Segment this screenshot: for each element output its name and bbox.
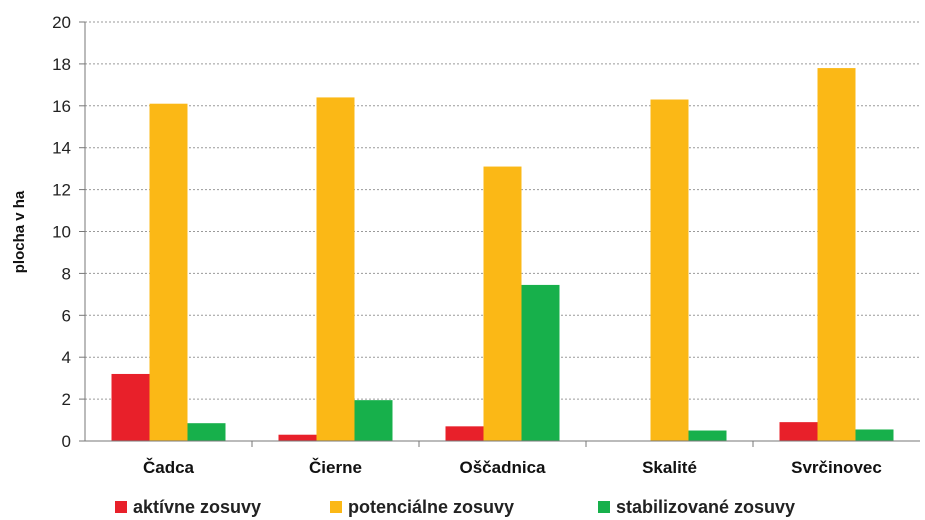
legend: aktívne zosuvy potenciálne zosuvy stabiliz… [115,497,795,517]
bar-aktívne [779,422,818,441]
bar-stabilizované [354,400,393,441]
y-tick-label: 8 [62,264,71,283]
bar-potenciálne [650,99,689,441]
bar-potenciálne [817,68,856,441]
legend-swatch [330,501,342,513]
legend-label: stabilizované zosuvy [616,497,795,517]
x-category-label: Čadca [143,458,195,477]
y-tick-label: 10 [52,223,71,242]
y-tick-label: 6 [62,306,71,325]
bar-potenciálne [483,166,522,441]
bar-stabilizované [688,430,727,441]
y-axis-label: plocha v ha [11,190,28,273]
bar-stabilizované [521,284,560,441]
y-tick-label: 2 [62,390,71,409]
bar-aktívne [278,434,317,441]
y-tick-label: 16 [52,97,71,116]
y-tick-label: 14 [52,139,71,158]
bar-aktívne [111,373,150,441]
bar-stabilizované [187,423,226,441]
y-tick-label: 12 [52,181,71,200]
x-category-label: Svrčinovec [791,458,882,477]
legend-swatch [115,501,127,513]
y-tick-label: 4 [62,348,71,367]
bar-potenciálne [149,103,188,441]
y-tick-label: 0 [62,432,71,451]
category-labels: Čadca Čierne Oščadnica Skalité Svrčinovec [143,441,882,477]
legend-label: aktívne zosuvy [133,497,261,517]
bar-aktívne [445,426,484,441]
y-tick-label: 20 [52,13,71,32]
x-category-label: Čierne [309,458,362,477]
x-category-label: Skalité [642,458,697,477]
bar-potenciálne [316,97,355,442]
bar-stabilizované [855,429,894,441]
x-category-label: Oščadnica [460,458,547,477]
bars [111,68,894,442]
y-tick-label: 18 [52,55,71,74]
y-tick-labels: 0 2 4 6 8 10 12 14 16 18 20 [52,13,71,451]
legend-label: potenciálne zosuvy [348,497,514,517]
legend-swatch [598,501,610,513]
